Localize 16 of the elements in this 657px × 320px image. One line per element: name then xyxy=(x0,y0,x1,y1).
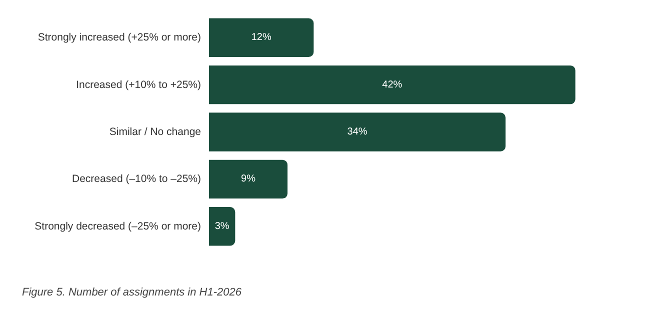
bar xyxy=(209,18,314,57)
data-label: 34% xyxy=(347,126,368,138)
y-tick-label: Increased (+10% to +25%) xyxy=(76,78,201,91)
caption: Figure 5. Number of assignments in H1-2026 xyxy=(22,286,242,298)
data-label: 3% xyxy=(214,220,230,232)
bar xyxy=(209,207,236,246)
data-label: 9% xyxy=(241,174,256,185)
y-tick-label: Strongly increased (+25% or more) xyxy=(38,32,201,44)
data-label: 42% xyxy=(382,79,402,90)
bar xyxy=(209,112,506,152)
y-tick-label: Decreased (–10% to –25%) xyxy=(72,173,201,186)
bar xyxy=(209,65,576,104)
y-tick-label: Similar / No change xyxy=(109,126,202,138)
y-tick-label: Strongly decreased (–25% or more) xyxy=(34,220,201,232)
bar xyxy=(209,160,288,199)
data-label: 12% xyxy=(251,32,272,44)
